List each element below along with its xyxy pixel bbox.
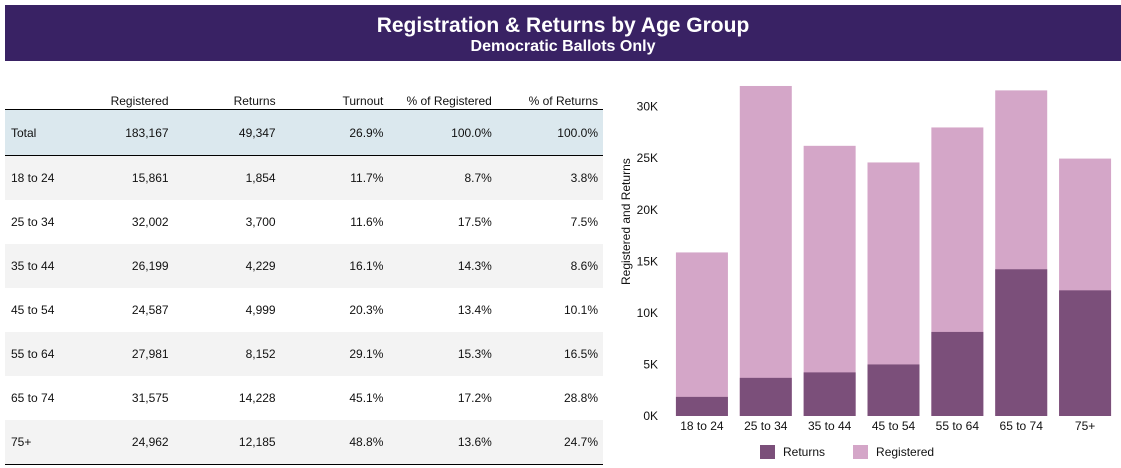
table-cell: Total	[5, 109, 93, 156]
header-banner: Registration & Returns by Age Group Demo…	[5, 5, 1121, 61]
bar-returns	[739, 377, 792, 416]
table-row: 55 to 64 27,981 8,152 29.1% 15.3% 16.5%	[5, 332, 603, 376]
table-cell: 18 to 24	[5, 155, 93, 200]
table-cell: 13.4%	[457, 303, 492, 317]
legend-swatch-registered	[853, 445, 869, 459]
table-cell: 10.1%	[563, 303, 598, 317]
table-cell: 100.0%	[496, 109, 603, 156]
table-cell: 25 to 34	[11, 215, 55, 229]
table-cell: 12,185	[173, 420, 281, 465]
table-cell: 45.1%	[349, 391, 384, 405]
table-cell: 55 to 64	[5, 332, 93, 376]
column-header: Turnout	[280, 88, 389, 110]
column-header	[5, 88, 93, 110]
table-row: 25 to 34 32,002 3,700 11.6% 17.5% 7.5%	[5, 200, 603, 244]
table-cell: 31,575	[131, 391, 169, 405]
y-tick-label: 20K	[637, 203, 658, 217]
table-cell: 29.1%	[280, 332, 389, 376]
page-title: Registration & Returns by Age Group	[376, 14, 750, 37]
table-row: 35 to 44 26,199 4,229 16.1% 14.3% 8.6%	[5, 244, 603, 288]
table-cell: 100.0%	[388, 109, 497, 156]
table-cell: 7.5%	[570, 215, 598, 229]
column-header: % of Returns	[496, 88, 603, 110]
y-tick-label: 15K	[637, 254, 658, 268]
bar-registered	[803, 145, 856, 416]
legend-label-returns: Returns	[783, 445, 826, 459]
x-tick-label: 35 to 44	[808, 419, 852, 433]
legend-swatch-returns	[760, 445, 775, 459]
table-row: 65 to 74 31,575 14,228 45.1% 17.2% 28.8%	[5, 376, 603, 420]
x-tick-label: 65 to 74	[1000, 419, 1044, 433]
table-cell: 26,199	[92, 244, 174, 288]
table-cell: 11.7%	[280, 155, 389, 200]
table-cell: 28.8%	[563, 391, 598, 405]
table-cell: 4,229	[173, 244, 281, 288]
x-tick-label: 25 to 34	[744, 419, 788, 433]
table-cell: 3.8%	[496, 155, 603, 200]
table-cell: 16.1%	[280, 244, 389, 288]
y-tick-label: 0K	[643, 409, 658, 423]
table-cell: 8.7%	[388, 155, 497, 200]
table-cell: 1,854	[173, 155, 281, 200]
y-tick-label: 30K	[637, 100, 658, 114]
legend-label-registered: Registered	[876, 445, 935, 459]
table-cell: 8,152	[173, 332, 281, 376]
table-cell: 8.6%	[496, 244, 603, 288]
table-cell: 27,981	[92, 332, 174, 376]
table-cell: 15.3%	[388, 332, 497, 376]
bar-registered	[739, 85, 792, 417]
table-cell: 11.6%	[350, 215, 384, 229]
table-cell: 24,962	[92, 420, 174, 465]
bar-returns	[675, 396, 728, 416]
x-tick-label: 45 to 54	[872, 419, 916, 433]
bar-returns	[867, 364, 920, 416]
table-cell: 17.2%	[457, 391, 492, 405]
total-row: Total 183,167 49,347 26.9% 100.0% 100.0%	[5, 109, 603, 156]
table-cell: 16.5%	[496, 332, 603, 376]
x-tick-label: 55 to 64	[936, 419, 980, 433]
bar-chart: 0K 5K 10K 15K 20K 25K 30K 18 to 24 25 to 34 35 to…	[637, 85, 1112, 433]
table-cell: 14.3%	[388, 244, 497, 288]
chart-legend: Returns Registered	[760, 445, 962, 459]
table-header-row: Registered Returns Turnout % of Register…	[5, 88, 603, 110]
bar-returns	[803, 372, 856, 416]
bar-returns	[995, 269, 1048, 416]
table-cell: 24.7%	[496, 420, 603, 465]
table-cell: 13.6%	[388, 420, 497, 465]
page-subtitle: Democratic Ballots Only	[470, 38, 656, 55]
bar-returns	[1059, 290, 1112, 416]
table-cell: 45 to 54	[11, 303, 55, 317]
table-cell: 20.3%	[349, 303, 384, 317]
table-cell: 48.8%	[280, 420, 389, 465]
column-header: Registered	[92, 88, 174, 110]
table-cell: 17.5%	[457, 215, 492, 229]
table-row: 18 to 24 15,861 1,854 11.7% 8.7% 3.8%	[5, 155, 603, 200]
x-tick-label: 75+	[1075, 419, 1095, 433]
y-tick-label: 10K	[637, 306, 658, 320]
bar-returns	[931, 331, 984, 416]
table-cell: 183,167	[92, 109, 174, 156]
column-header: % of Registered	[388, 88, 497, 110]
legend-item-returns: Returns	[760, 445, 825, 459]
table-row: 75+ 24,962 12,185 48.8% 13.6% 24.7%	[5, 420, 603, 465]
table-cell: 15,861	[92, 155, 174, 200]
table-cell: 35 to 44	[5, 244, 93, 288]
table-cell: 49,347	[173, 109, 281, 156]
y-tick-label: 5K	[643, 357, 658, 371]
table-cell: 32,002	[131, 215, 169, 229]
bar-registered	[675, 252, 728, 416]
column-header: Returns	[173, 88, 281, 110]
table-cell: 24,587	[131, 303, 169, 317]
age-group-table: Registered Returns Turnout % of Register…	[5, 88, 603, 465]
table-cell: 75+	[5, 420, 93, 465]
legend-item-registered: Registered	[853, 445, 934, 459]
table-cell: 14,228	[238, 391, 276, 405]
table-row: 45 to 54 24,587 4,999 20.3% 13.4% 10.1%	[5, 288, 603, 332]
x-tick-label: 18 to 24	[680, 419, 724, 433]
table-cell: 3,700	[245, 215, 276, 229]
table-cell: 65 to 74	[11, 391, 55, 405]
y-tick-label: 25K	[637, 151, 658, 165]
table-cell: 4,999	[245, 303, 276, 317]
table-cell: 26.9%	[280, 109, 389, 156]
